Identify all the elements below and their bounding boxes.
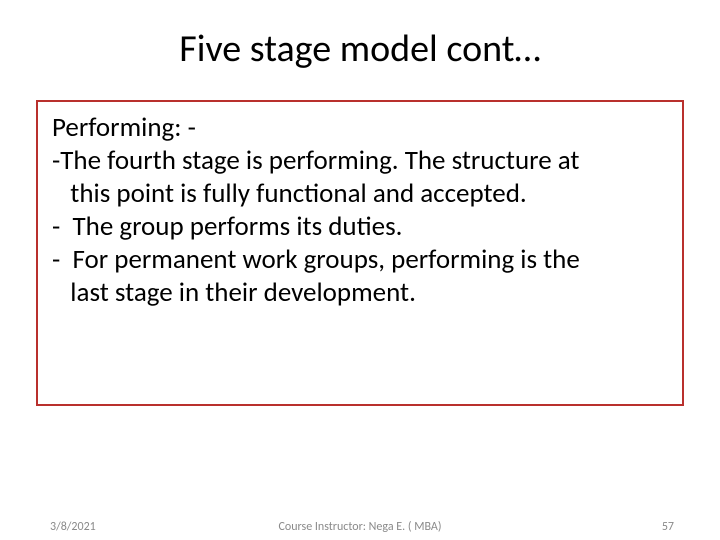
line-5: last stage in their development. bbox=[52, 277, 668, 310]
body-text: Performing: - -The fourth stage is perfo… bbox=[52, 112, 668, 310]
footer-page-number: 57 bbox=[662, 520, 674, 534]
footer-center: Course Instructor: Nega E. ( MBA) bbox=[0, 520, 720, 534]
line-2: this point is fully functional and accep… bbox=[52, 178, 668, 211]
content-box: Performing: - -The fourth stage is perfo… bbox=[36, 100, 684, 406]
slide: Five stage model cont… Performing: - -Th… bbox=[0, 0, 720, 540]
line-0: Performing: - bbox=[52, 112, 668, 145]
line-1: -The fourth stage is performing. The str… bbox=[52, 145, 668, 178]
line-4: - For permanent work groups, performing … bbox=[52, 244, 668, 277]
line-3: - The group performs its duties. bbox=[52, 211, 668, 244]
slide-title: Five stage model cont… bbox=[0, 26, 720, 72]
